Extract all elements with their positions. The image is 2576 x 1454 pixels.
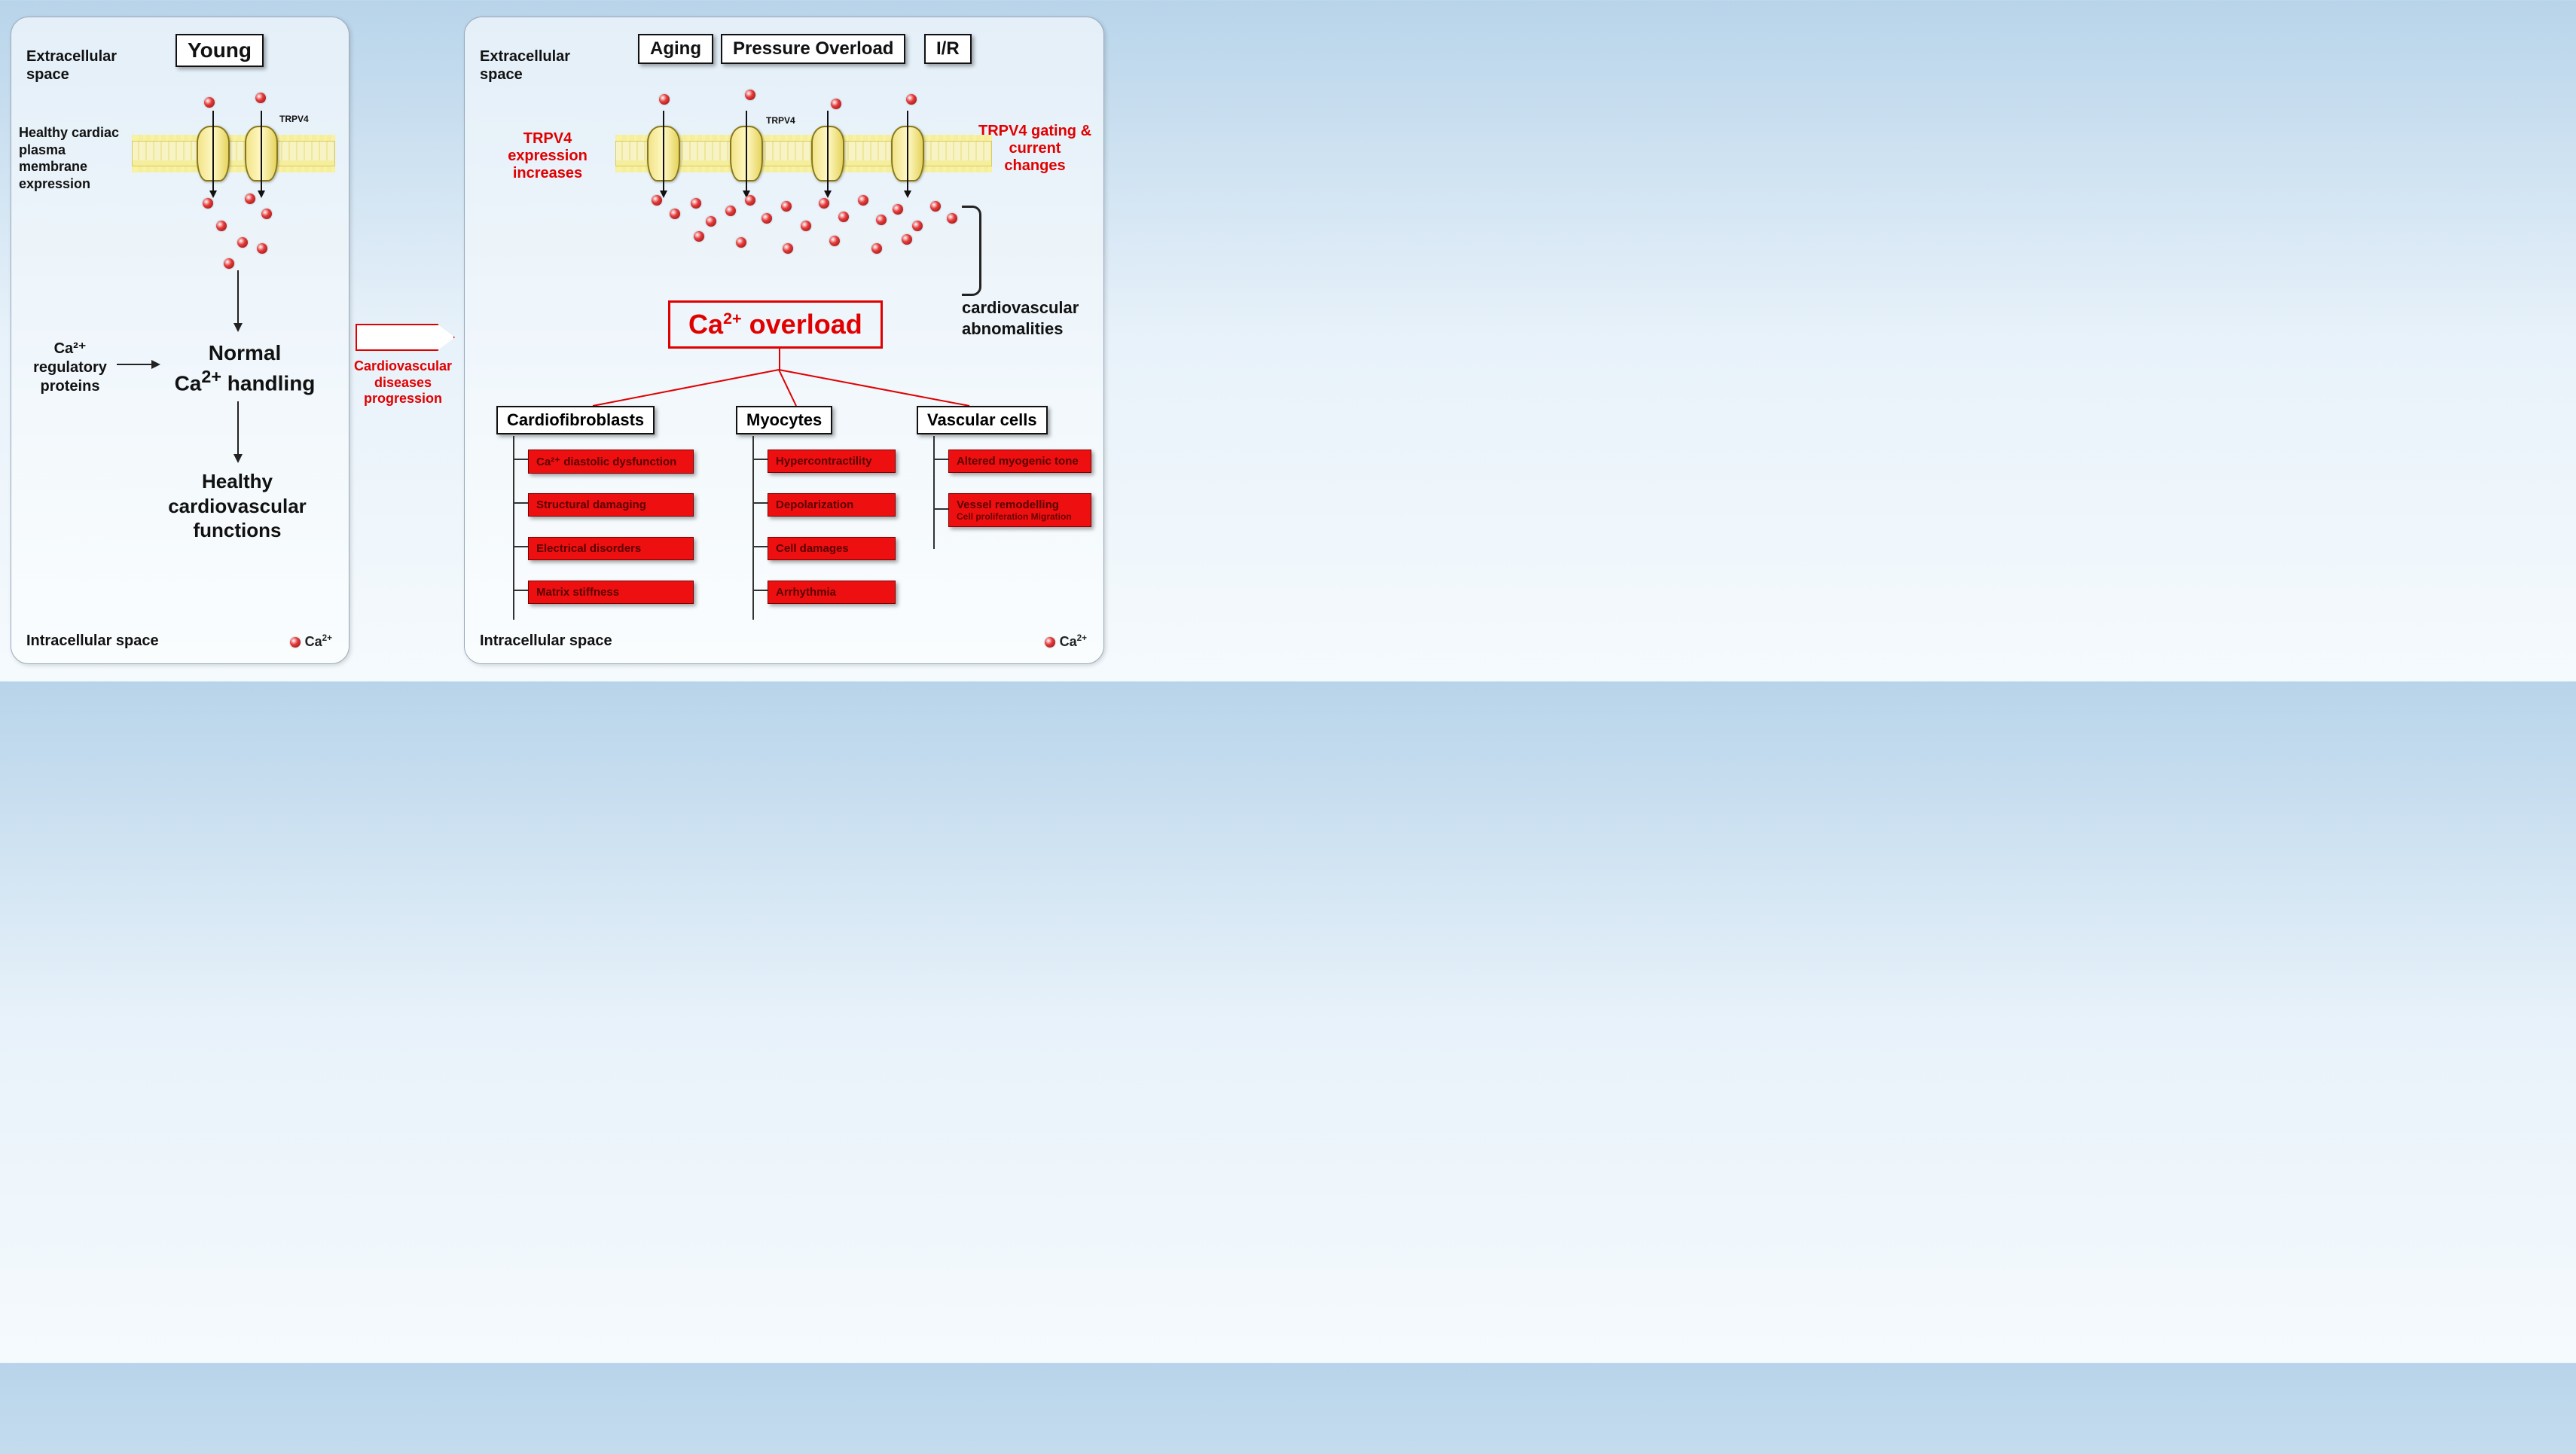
group-vascular: Vascular cells [917,406,1048,434]
calcium-icon [1045,637,1055,648]
calcium-ion [781,201,792,212]
calcium-ion [801,221,811,231]
calcium-ion [762,213,772,224]
calcium-ion [725,206,736,216]
myo-item-0: Hypercontractility [768,450,896,473]
calcium-ion [783,243,793,254]
vasc-item-0: Altered myogenic tone [948,450,1091,473]
trpv4-channel [647,126,680,181]
cf-item-2: Electrical disorders [528,537,694,560]
panel-young: Extracellular space Young TRPV4 Healthy … [11,17,349,664]
trpv4-label-left: TRPV4 [279,114,309,124]
cv-abnormalities: cardiovascular abnomalities [962,297,1097,339]
calcium-ion [255,93,266,103]
calcium-ion [224,258,234,269]
calcium-ion [694,231,704,242]
calcium-ion [902,234,912,245]
bracket-abnormalities [962,206,981,296]
arrow-influx-to-handling [237,270,239,331]
calcium-ion [736,237,746,248]
myo-item-1: Depolarization [768,493,896,517]
ca-legend-left: Ca2+ [290,633,332,650]
state-young: Young [175,34,264,67]
calcium-ion [906,94,917,105]
calcium-ion [237,237,248,248]
calcium-ion [203,198,213,209]
calcium-ion [216,221,227,231]
state-ir: I/R [924,34,972,64]
calcium-ion [893,204,903,215]
calcium-ion [670,209,680,219]
transition-arrow [356,324,438,351]
label-extracellular-right: Extracellular space [480,47,608,84]
calcium-ion [706,216,716,227]
calcium-ion [261,209,272,219]
panel-diseased: Extracellular space Aging Pressure Overl… [464,17,1104,664]
label-intracellular-right: Intracellular space [480,632,612,650]
normal-handling: NormalCa2+ handling [147,340,343,396]
transition-label: Cardiovascular diseases progression [346,358,459,407]
connector-myo [752,436,754,620]
calcium-ion [930,201,941,212]
trpv4-gating-changes: TRPV4 gating & current changes [978,123,1091,175]
trpv4-label-right: TRPV4 [766,115,795,126]
cf-item-1: Structural damaging [528,493,694,517]
trpv4-channel [730,126,763,181]
ca-legend-right: Ca2+ [1045,633,1087,650]
cf-item-3: Matrix stiffness [528,581,694,604]
calcium-ion [257,243,267,254]
calcium-ion [831,99,841,109]
myo-item-2: Cell damages [768,537,896,560]
calcium-ion [245,194,255,204]
calcium-ion [659,94,670,105]
cf-item-0: Ca²⁺ diastolic dysfunction [528,450,694,474]
calcium-ion [876,215,887,225]
calcium-ion [829,236,840,246]
membrane-left [132,135,335,172]
calcium-ion [691,198,701,209]
calcium-ion [819,198,829,209]
membrane-caption-left: Healthy cardiac plasma membrane expressi… [19,124,132,192]
calcium-ion [947,213,957,224]
calcium-ion [858,195,868,206]
ca-overload: Ca2+ overload [668,300,883,349]
healthy-functions: Healthy cardiovascular functions [132,469,343,543]
trpv4-channel [891,126,924,181]
calcium-icon [290,637,301,648]
ca-regulatory-proteins: Ca²⁺ regulatory proteins [25,340,115,396]
trpv4-channel [197,126,230,181]
arrow-handling-to-healthy [237,401,239,462]
vasc-item-1: Vessel remodelling Cell proliferation Mi… [948,493,1091,527]
label-extracellular-left: Extracellular space [26,47,154,84]
state-aging: Aging [638,34,713,64]
trpv4-expression-increases: TRPV4 expression increases [487,130,608,182]
overload-fanout [510,347,1052,407]
calcium-ion [912,221,923,231]
state-pressure-overload: Pressure Overload [721,34,905,64]
calcium-ion [838,212,849,222]
trpv4-channel [245,126,278,181]
trpv4-channel [811,126,844,181]
calcium-ion [652,195,662,206]
calcium-ion [745,90,755,100]
calcium-ion [745,195,755,206]
group-cardiofibroblasts: Cardiofibroblasts [496,406,655,434]
connector-cf [513,436,514,620]
group-myocytes: Myocytes [736,406,832,434]
calcium-ion [871,243,882,254]
calcium-ion [204,97,215,108]
label-intracellular-left: Intracellular space [26,632,159,650]
connector-vasc [933,436,935,549]
arrow-regulatory [117,364,159,365]
myo-item-3: Arrhythmia [768,581,896,604]
